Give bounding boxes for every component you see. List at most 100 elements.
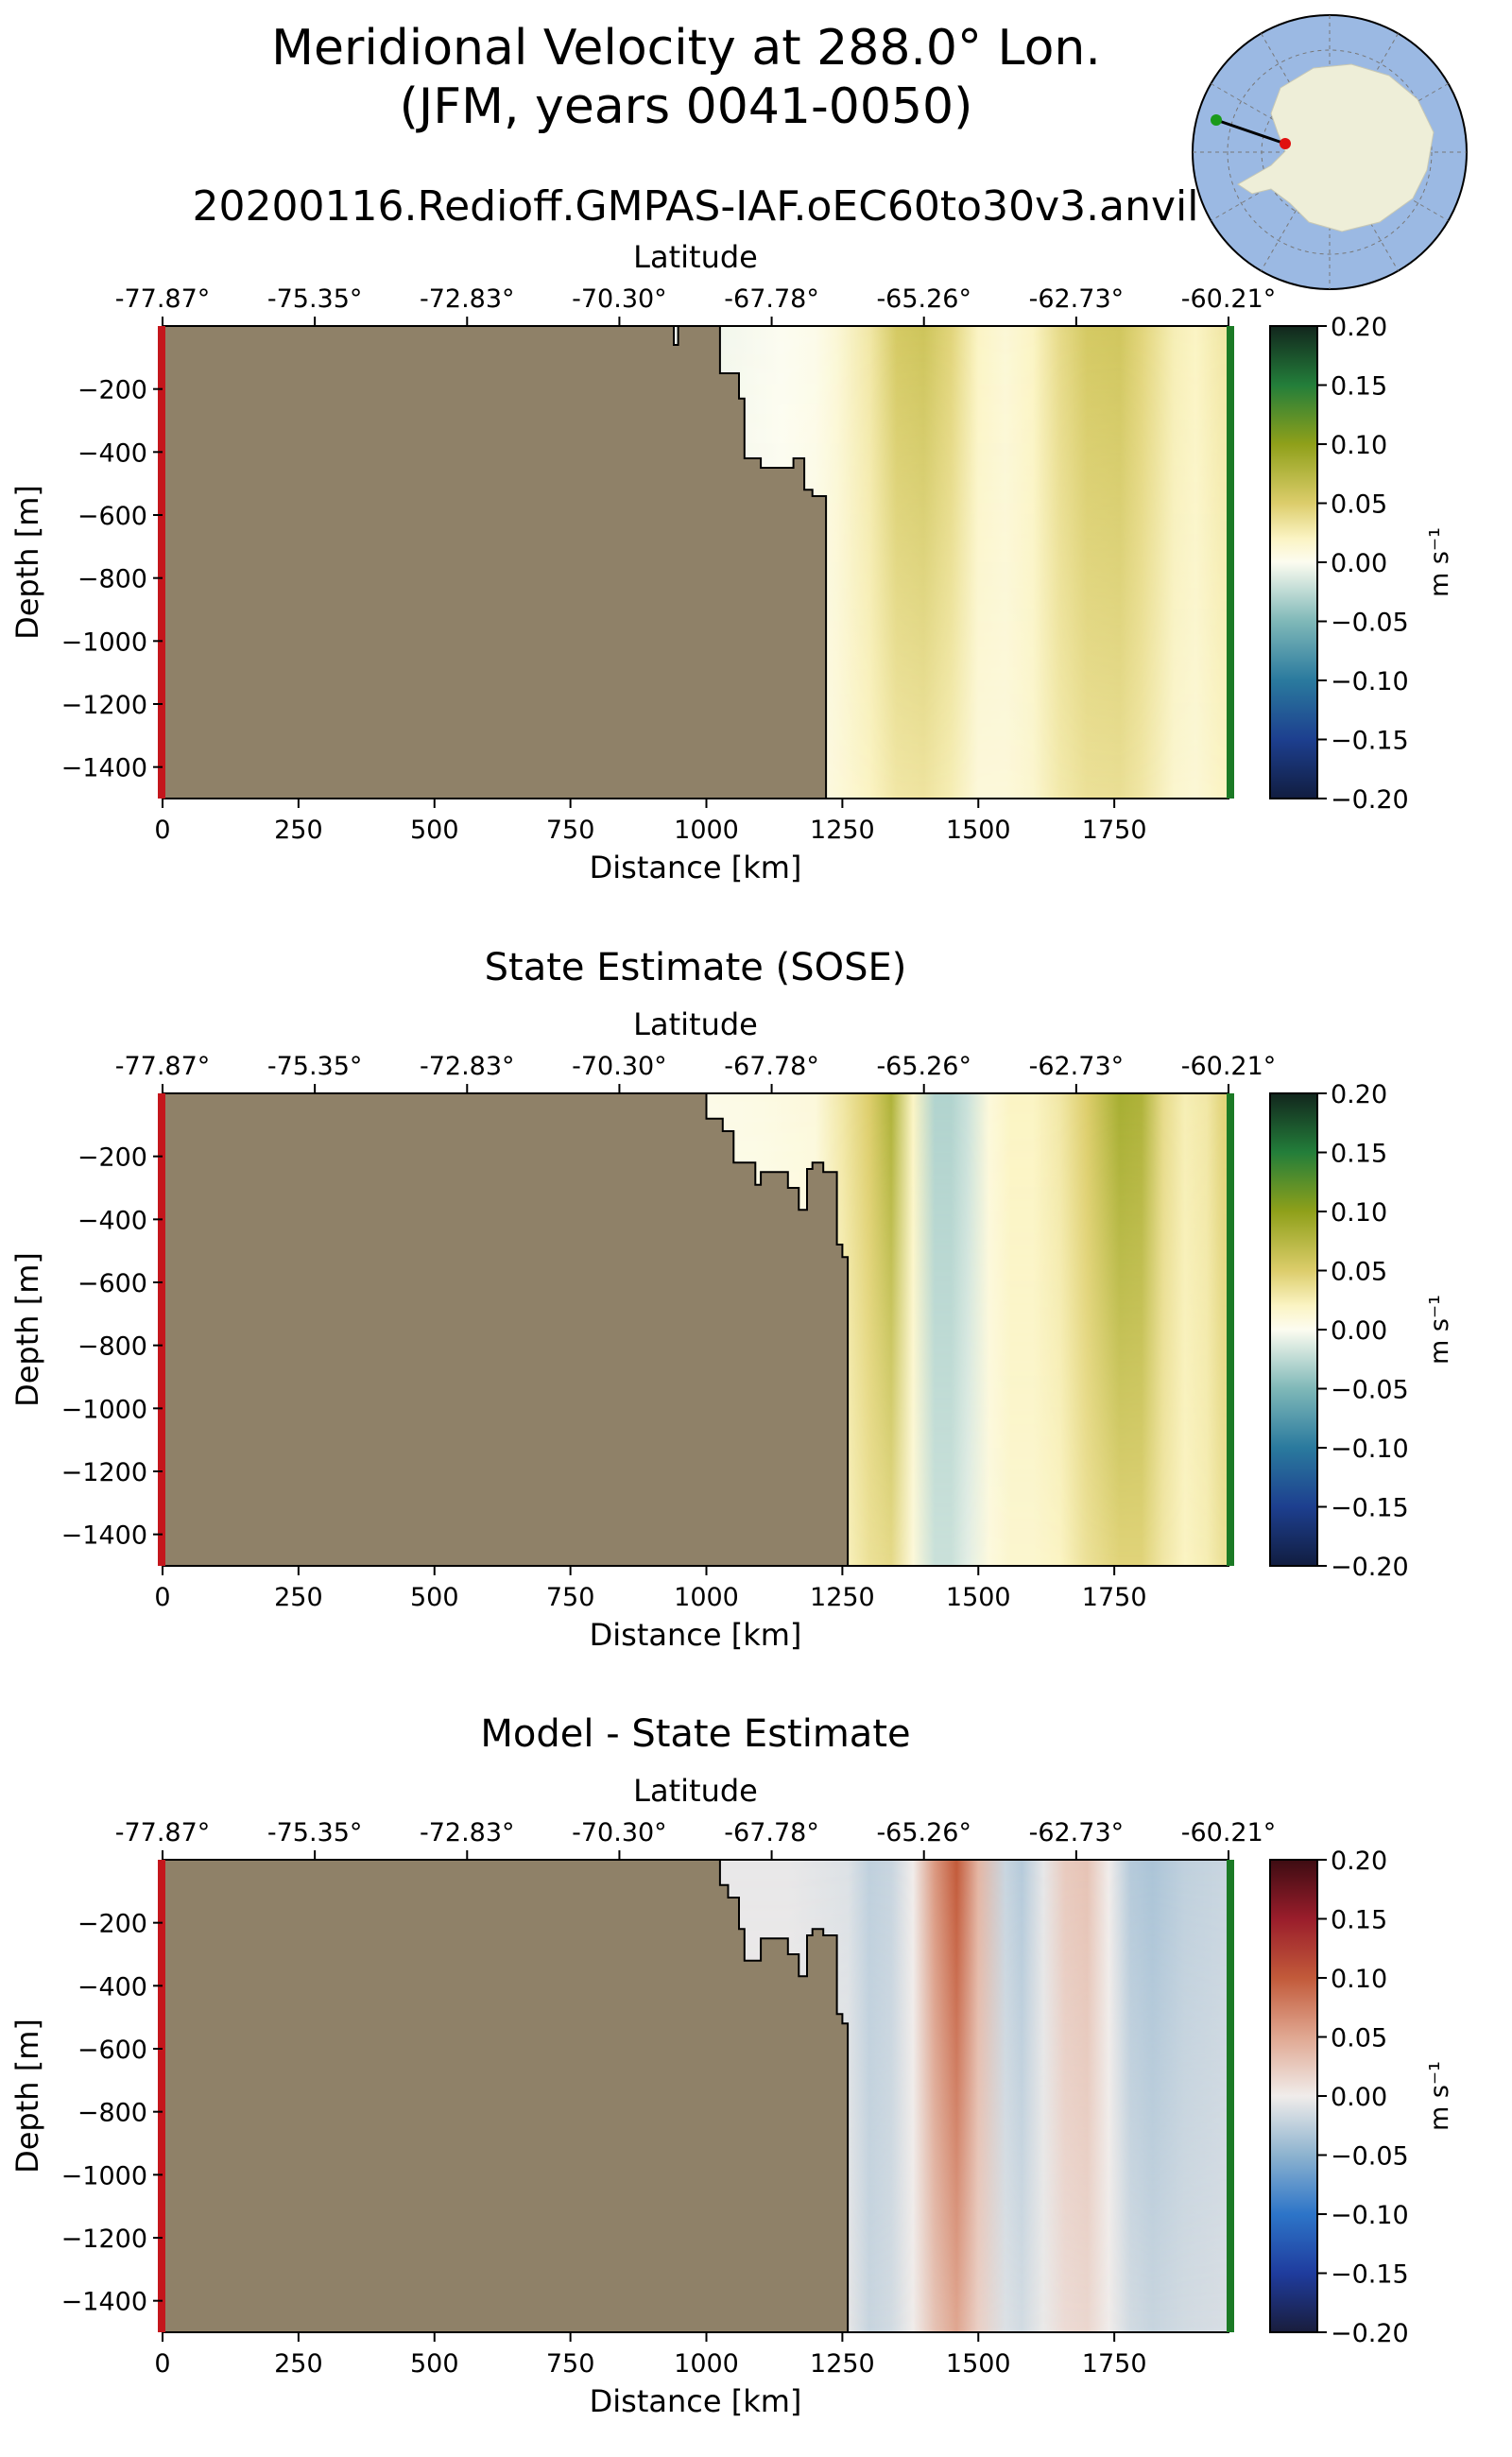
colorbar-tick-label: 0.15 bbox=[1331, 1140, 1387, 1169]
transect-end-bar bbox=[1227, 1860, 1234, 2332]
transect-end-bar bbox=[1227, 326, 1234, 799]
y-axis-label: Depth [m] bbox=[9, 2019, 45, 2174]
y-tick-label: −400 bbox=[77, 1206, 147, 1235]
panel-sose: State Estimate (SOSE) 0 250 500 750 1000 1250 1… bbox=[9, 946, 1454, 1653]
latitude-tick-label: -62.73° bbox=[1029, 1818, 1125, 1847]
transect-end-bar bbox=[1227, 1093, 1234, 1566]
top-axis-label: Latitude bbox=[633, 1006, 758, 1042]
colorbar-tick-label: −0.10 bbox=[1331, 1435, 1409, 1464]
colorbar-label: m s⁻¹ bbox=[1425, 2061, 1454, 2131]
y-tick-label: −400 bbox=[77, 1972, 147, 2002]
figure-title: Meridional Velocity at 288.0° Lon. bbox=[271, 20, 1101, 77]
colorbar-tick-label: −0.10 bbox=[1331, 667, 1409, 696]
y-tick-label: −200 bbox=[77, 1143, 147, 1173]
y-tick-label: −1000 bbox=[61, 1395, 147, 1424]
x-tick-label: 0 bbox=[154, 2349, 170, 2379]
colorbar-tick-label: 0.05 bbox=[1331, 2024, 1387, 2053]
colorbar-tick-label: −0.20 bbox=[1331, 1553, 1409, 1582]
latitude-tick-label: -60.21° bbox=[1181, 1052, 1277, 1081]
x-tick-label: 1750 bbox=[1082, 1583, 1147, 1612]
latitude-tick-label: -77.87° bbox=[115, 1052, 211, 1081]
colorbar-tick-label: −0.20 bbox=[1331, 2319, 1409, 2348]
latitude-tick-label: -75.35° bbox=[267, 1052, 363, 1081]
latitude-tick-label: -67.78° bbox=[724, 284, 819, 314]
x-tick-label: 750 bbox=[546, 816, 595, 845]
x-tick-label: 1250 bbox=[810, 1583, 875, 1612]
colorbar-tick-label: −0.05 bbox=[1331, 2142, 1409, 2172]
panel-bias: Model - State Estimate 0 250 500 750 1000 1250… bbox=[9, 1712, 1454, 2419]
x-tick-label: 1250 bbox=[810, 816, 875, 845]
panels: 0 250 500 750 1000 1250 1500 1750 Distance [km] -… bbox=[9, 239, 1454, 2419]
colorbar-tick-label: −0.05 bbox=[1331, 1376, 1409, 1405]
top-axis-label: Latitude bbox=[633, 239, 758, 275]
y-tick-label: −1000 bbox=[61, 2161, 147, 2191]
x-tick-label: 1000 bbox=[674, 2349, 739, 2379]
x-tick-label: 500 bbox=[410, 1583, 459, 1612]
y-tick-label: −600 bbox=[77, 2036, 147, 2065]
inset-transect-end bbox=[1280, 138, 1291, 149]
latitude-tick-label: -67.78° bbox=[724, 1818, 819, 1847]
transect-start-bar bbox=[158, 1093, 165, 1566]
x-axis-label: Distance [km] bbox=[590, 1617, 802, 1653]
colorbar-tick-label: 0.15 bbox=[1331, 372, 1387, 402]
latitude-tick-label: -65.26° bbox=[876, 1052, 971, 1081]
y-tick-label: −1400 bbox=[61, 1521, 147, 1551]
latitude-tick-label: -70.30° bbox=[572, 1818, 667, 1847]
latitude-tick-label: -72.83° bbox=[420, 284, 515, 314]
colorbar-tick-label: −0.20 bbox=[1331, 785, 1409, 815]
inset-map bbox=[1192, 14, 1468, 290]
transect-start-bar bbox=[158, 326, 165, 799]
x-tick-label: 1500 bbox=[946, 2349, 1011, 2379]
colorbar-label: m s⁻¹ bbox=[1425, 1295, 1454, 1365]
x-tick-label: 250 bbox=[274, 2349, 323, 2379]
y-tick-label: −1000 bbox=[61, 627, 147, 657]
latitude-tick-label: -67.78° bbox=[724, 1052, 819, 1081]
colorbar-tick-label: −0.10 bbox=[1331, 2201, 1409, 2230]
land-mask bbox=[163, 1093, 849, 1566]
colorbar-tick-label: −0.15 bbox=[1331, 2260, 1409, 2290]
latitude-tick-label: -70.30° bbox=[572, 1052, 667, 1081]
panel-title: State Estimate (SOSE) bbox=[485, 946, 907, 989]
y-tick-label: −1400 bbox=[61, 754, 147, 783]
run-name: 20200116.Redioff.GMPAS-IAF.oEC60to30v3.a… bbox=[193, 182, 1199, 231]
x-tick-label: 250 bbox=[274, 816, 323, 845]
colorbar-tick-label: 0.20 bbox=[1331, 1080, 1387, 1109]
colorbar-tick-label: 0.20 bbox=[1331, 1847, 1387, 1876]
y-tick-label: −200 bbox=[77, 1910, 147, 1939]
colorbar-tick-label: 0.20 bbox=[1331, 313, 1387, 342]
colorbar-tick-label: −0.15 bbox=[1331, 1494, 1409, 1523]
colorbar-tick-label: 0.15 bbox=[1331, 1906, 1387, 1935]
y-tick-label: −600 bbox=[77, 1269, 147, 1298]
colorbar-tick-label: 0.05 bbox=[1331, 490, 1387, 520]
x-tick-label: 1250 bbox=[810, 2349, 875, 2379]
y-tick-label: −1400 bbox=[61, 2288, 147, 2317]
x-tick-label: 1500 bbox=[946, 1583, 1011, 1612]
y-tick-label: −1200 bbox=[61, 691, 147, 720]
colorbar bbox=[1269, 1092, 1318, 1567]
x-tick-label: 1500 bbox=[946, 816, 1011, 845]
y-tick-label: −1200 bbox=[61, 2225, 147, 2254]
y-tick-label: −800 bbox=[77, 565, 147, 594]
colorbar-tick-label: 0.00 bbox=[1331, 549, 1387, 578]
latitude-tick-label: -60.21° bbox=[1181, 284, 1277, 314]
colorbar bbox=[1269, 1859, 1318, 2333]
bathymetry-line bbox=[163, 325, 828, 799]
panel-title: Model - State Estimate bbox=[480, 1712, 910, 1756]
panel-model: 0 250 500 750 1000 1250 1500 1750 Distance [km] -… bbox=[9, 239, 1454, 885]
latitude-tick-label: -75.35° bbox=[267, 284, 363, 314]
x-axis-label: Distance [km] bbox=[590, 2383, 802, 2419]
colorbar-tick-label: 0.10 bbox=[1331, 1198, 1387, 1228]
x-tick-label: 1000 bbox=[674, 816, 739, 845]
latitude-tick-label: -70.30° bbox=[572, 284, 667, 314]
x-tick-label: 0 bbox=[154, 1583, 170, 1612]
land-mask bbox=[163, 326, 827, 799]
y-tick-label: −1200 bbox=[61, 1458, 147, 1487]
x-tick-label: 1000 bbox=[674, 1583, 739, 1612]
inset-transect bbox=[1215, 118, 1286, 146]
x-tick-label: 250 bbox=[274, 1583, 323, 1612]
latitude-tick-label: -72.83° bbox=[420, 1818, 515, 1847]
transect-start-bar bbox=[158, 1860, 165, 2332]
colorbar-tick-label: −0.15 bbox=[1331, 727, 1409, 756]
colorbar-tick-label: 0.00 bbox=[1331, 1316, 1387, 1346]
